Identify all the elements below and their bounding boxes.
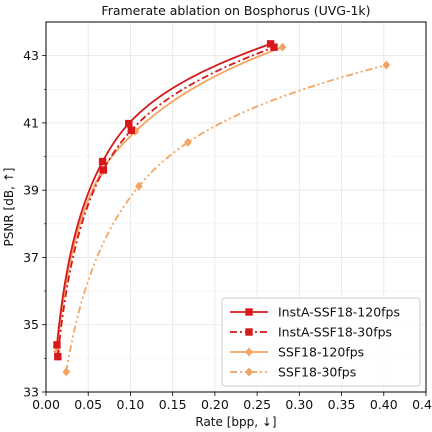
legend-label: InstA-SSF18-120fps	[278, 305, 400, 320]
legend-box	[221, 297, 421, 387]
legend-entry: SSF18-120fps	[230, 345, 364, 360]
series-line	[65, 64, 387, 372]
data-point	[266, 40, 275, 48]
data-point	[53, 341, 61, 349]
series-line	[56, 46, 283, 352]
data-point	[62, 367, 71, 377]
y-tick-label: 35	[23, 317, 39, 332]
axes: 0.00 0.05 0.10 0.15 0.20 0.25 0.30 0.35 0.40 0.45…	[23, 48, 432, 412]
y-tick-label: 39	[23, 183, 39, 198]
data-point	[125, 119, 133, 128]
x-tick-label: 0.30	[285, 397, 313, 412]
data-point	[134, 181, 143, 191]
data-point	[54, 352, 62, 361]
legend-marker	[245, 347, 253, 357]
x-tick-label: 0.40	[370, 397, 398, 412]
series-3	[62, 60, 391, 377]
legend-label: InstA-SSF18-30fps	[278, 325, 392, 340]
x-tick-label: 0.05	[74, 397, 102, 412]
y-tick-label: 37	[23, 250, 39, 265]
plot-frame	[45, 21, 427, 393]
legend-marker	[245, 328, 253, 336]
x-tick-label: 0.45	[412, 397, 432, 412]
data-point	[98, 157, 107, 166]
legend-marker	[245, 367, 253, 377]
legend-label: SSF18-120fps	[278, 345, 364, 360]
x-tick-label: 0.25	[243, 397, 271, 412]
chart-title: Framerate ablation on Bosphorus (UVG-1k)	[101, 3, 370, 18]
x-tick-label: 0.10	[117, 397, 145, 412]
series-line	[56, 43, 271, 345]
series-layer	[53, 40, 391, 377]
x-axis-title: Rate [bpp, ↓]	[195, 415, 276, 429]
data-point	[127, 126, 135, 135]
legend-entry: InstA-SSF18-30fps	[230, 325, 392, 340]
x-tick-label: 0.00	[32, 397, 60, 412]
data-point	[99, 166, 108, 174]
legend-entry: SSF18-30fps	[230, 365, 356, 380]
legend-marker	[245, 308, 253, 316]
x-tick-label: 0.35	[328, 397, 356, 412]
y-tick-label: 41	[23, 115, 39, 130]
y-tick-label: 43	[23, 48, 39, 63]
data-point	[278, 42, 287, 52]
series-line	[56, 46, 275, 357]
y-tick-label: 33	[23, 385, 39, 400]
x-tick-label: 0.20	[201, 397, 229, 412]
legend-entry: InstA-SSF18-120fps	[230, 305, 400, 320]
data-point	[382, 60, 391, 70]
series-0	[53, 40, 275, 349]
y-axis-title: PSNR [dB, ↑]	[2, 168, 16, 247]
legend: InstA-SSF18-120fps InstA-SSF18-30fps SSF18…	[221, 297, 421, 387]
x-tick-label: 0.15	[159, 397, 187, 412]
data-point	[183, 137, 192, 148]
legend-label: SSF18-30fps	[278, 365, 356, 380]
